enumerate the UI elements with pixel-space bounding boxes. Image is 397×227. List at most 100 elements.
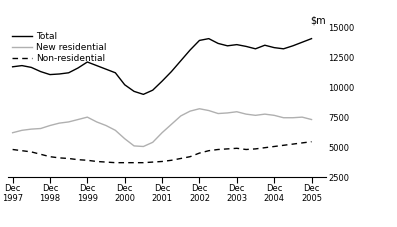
New residential (169, 123, 174, 126)
New residential (104, 124, 108, 127)
Non-residential (300, 142, 304, 144)
New residential (309, 118, 314, 121)
Total (225, 44, 230, 47)
Text: $m: $m (310, 16, 326, 26)
Non-residential (309, 140, 314, 143)
New residential (281, 116, 286, 119)
Non-residential (48, 155, 52, 158)
Total (141, 93, 146, 96)
New residential (160, 131, 164, 134)
Total (206, 37, 211, 40)
New residential (291, 116, 295, 119)
New residential (66, 121, 71, 123)
New residential (132, 145, 137, 147)
New residential (234, 110, 239, 113)
Non-residential (57, 157, 62, 159)
New residential (253, 114, 258, 117)
Non-residential (66, 157, 71, 160)
Total (188, 49, 193, 51)
Non-residential (38, 153, 43, 156)
Total (66, 72, 71, 74)
New residential (29, 128, 34, 131)
Non-residential (234, 147, 239, 150)
Total (122, 83, 127, 86)
New residential (225, 112, 230, 114)
New residential (85, 116, 90, 118)
Total (19, 64, 24, 67)
New residential (262, 113, 267, 116)
New residential (188, 110, 193, 113)
Total (29, 66, 34, 69)
New residential (216, 112, 220, 115)
Non-residential (10, 148, 15, 151)
Non-residential (19, 149, 24, 152)
Total (150, 89, 155, 91)
Non-residential (206, 149, 211, 152)
Non-residential (281, 144, 286, 147)
Legend: Total, New residential, Non-residential: Total, New residential, Non-residential (12, 32, 106, 63)
Non-residential (169, 159, 174, 162)
Non-residential (75, 158, 80, 161)
New residential (10, 131, 15, 134)
Total (57, 73, 62, 75)
Total (272, 46, 277, 49)
Total (291, 44, 295, 47)
Non-residential (291, 143, 295, 146)
Non-residential (141, 161, 146, 164)
Non-residential (160, 160, 164, 163)
New residential (38, 127, 43, 130)
Total (216, 42, 220, 45)
Non-residential (225, 148, 230, 150)
Total (132, 90, 137, 93)
Non-residential (188, 155, 193, 158)
Total (262, 44, 267, 47)
Non-residential (104, 161, 108, 163)
Non-residential (150, 161, 155, 163)
Total (281, 47, 286, 50)
Non-residential (122, 161, 127, 164)
Non-residential (197, 152, 202, 154)
Non-residential (113, 161, 118, 164)
Total (85, 61, 90, 63)
Non-residential (216, 148, 220, 151)
New residential (244, 113, 249, 116)
Total (75, 67, 80, 69)
Total (104, 68, 108, 71)
Total (309, 37, 314, 40)
New residential (300, 116, 304, 118)
Non-residential (29, 151, 34, 153)
New residential (19, 129, 24, 132)
New residential (48, 124, 52, 127)
Total (197, 39, 202, 42)
Total (160, 80, 164, 83)
Non-residential (262, 146, 267, 149)
Total (94, 64, 99, 67)
Non-residential (244, 148, 249, 151)
Total (244, 45, 249, 48)
Total (38, 70, 43, 73)
Non-residential (272, 145, 277, 148)
New residential (178, 115, 183, 117)
New residential (57, 122, 62, 124)
Total (253, 47, 258, 50)
Total (169, 70, 174, 73)
Total (178, 59, 183, 62)
New residential (94, 121, 99, 123)
Total (48, 73, 52, 76)
Non-residential (178, 157, 183, 160)
Line: Non-residential: Non-residential (13, 142, 312, 163)
Non-residential (85, 159, 90, 162)
New residential (197, 107, 202, 110)
New residential (122, 137, 127, 140)
New residential (272, 114, 277, 117)
Non-residential (94, 160, 99, 163)
New residential (150, 141, 155, 144)
Non-residential (132, 161, 137, 164)
Line: Total: Total (13, 39, 312, 94)
New residential (141, 145, 146, 148)
Non-residential (253, 148, 258, 150)
Total (10, 65, 15, 68)
Total (113, 72, 118, 74)
New residential (75, 118, 80, 121)
New residential (113, 129, 118, 132)
